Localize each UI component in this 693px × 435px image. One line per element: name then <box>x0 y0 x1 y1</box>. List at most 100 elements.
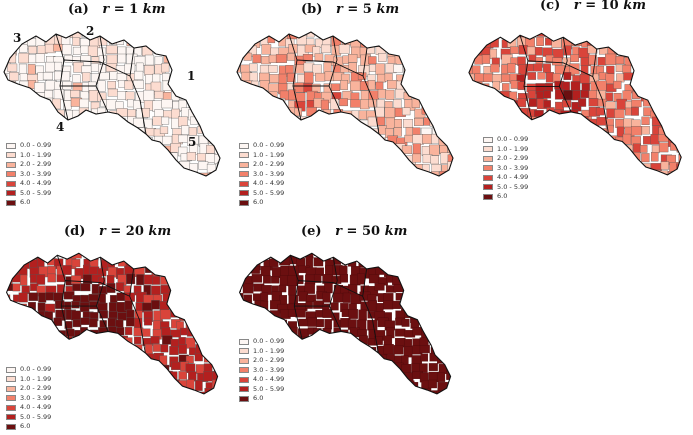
municipality-cell <box>216 37 220 47</box>
municipality-cell <box>287 53 295 61</box>
municipality-cell <box>126 380 136 390</box>
municipality-cell <box>446 267 451 276</box>
legend-swatch <box>6 161 16 168</box>
municipality-cell <box>27 308 35 317</box>
municipality-cell <box>580 152 588 163</box>
region-outline <box>3 31 221 177</box>
municipality-cell <box>285 65 294 74</box>
municipality-cell <box>212 398 221 408</box>
municipality-cell <box>323 335 333 346</box>
campania-map-e <box>238 252 463 408</box>
municipality-cell <box>98 365 109 376</box>
municipality-cell <box>73 169 85 176</box>
municipality-cell <box>659 89 670 99</box>
municipality-cell <box>99 173 109 176</box>
municipality-cell <box>641 153 650 163</box>
municipality-cell <box>384 36 396 45</box>
municipality-cell <box>56 391 64 394</box>
municipality-cell <box>449 172 453 176</box>
municipality-cell <box>314 145 324 153</box>
municipality-cell <box>423 83 432 94</box>
municipality-cell <box>393 64 403 73</box>
municipality-cell <box>151 258 162 269</box>
municipality-cell <box>330 302 339 311</box>
municipality-cell <box>63 32 74 38</box>
municipality-cell <box>251 253 260 256</box>
municipality-cell <box>287 72 296 83</box>
municipality-cell <box>304 155 315 167</box>
municipality-cell <box>62 370 74 379</box>
municipality-cell <box>116 108 128 117</box>
municipality-cell <box>214 311 218 320</box>
municipality-cell <box>439 319 450 330</box>
municipality-cell <box>205 256 213 265</box>
legend-label: 5.0 - 5.99 <box>20 412 52 421</box>
municipality-cell <box>404 398 411 408</box>
municipality-cell <box>454 301 463 308</box>
municipality-cell <box>252 89 264 98</box>
municipality-cell <box>392 253 403 259</box>
municipality-cell <box>667 118 679 129</box>
municipality-cell <box>4 108 13 118</box>
municipality-cell <box>330 382 342 392</box>
municipality-cell <box>237 32 239 39</box>
radius-value: = 50 <box>346 224 381 239</box>
municipality-cell <box>368 99 377 108</box>
municipality-cell <box>579 178 590 189</box>
municipality-cell <box>196 265 205 277</box>
municipality-cell <box>295 372 304 381</box>
municipality-cell <box>393 155 404 165</box>
municipality-cell <box>47 353 58 364</box>
municipality-cell <box>35 101 46 111</box>
municipality-cell <box>651 45 663 56</box>
municipality-cell <box>438 72 450 82</box>
municipality-cell <box>242 35 251 46</box>
municipality-cell <box>623 152 634 161</box>
municipality-cell <box>481 101 493 110</box>
municipality-cell <box>375 106 385 119</box>
municipality-cell <box>142 400 150 409</box>
municipality-cell <box>224 74 232 82</box>
municipality-cell <box>358 170 368 176</box>
municipality-cell <box>88 146 97 155</box>
municipality-cell <box>668 54 676 63</box>
municipality-cell <box>179 267 188 277</box>
municipality-cell <box>675 46 682 57</box>
municipality-cell <box>79 301 90 313</box>
municipality-cell <box>449 137 453 149</box>
municipality-cell <box>676 178 685 189</box>
map-panel-d: (d) r = 20 km 0.0 - 0.99 1.0 - 1.99 2.0 - … <box>0 222 232 435</box>
municipality-cell <box>396 183 407 192</box>
municipality-cell <box>224 295 232 305</box>
municipality-cell <box>208 116 218 125</box>
legend-label: 5.0 - 5.99 <box>253 188 285 197</box>
municipality-cell <box>72 319 82 328</box>
municipality-cell <box>439 277 449 288</box>
municipality-cell <box>339 370 350 379</box>
legend-item: 4.0 - 4.99 <box>239 179 284 189</box>
municipality-cell <box>436 285 447 297</box>
municipality-cell <box>490 38 499 48</box>
municipality-cell <box>107 162 116 173</box>
municipality-cell <box>367 319 378 331</box>
municipality-cell <box>154 172 163 176</box>
municipality-cell <box>160 172 170 176</box>
municipality-cell <box>560 136 572 148</box>
municipality-cell <box>213 347 218 356</box>
municipality-cell <box>431 164 442 173</box>
province-boundary <box>519 35 533 120</box>
municipality-cell <box>143 317 153 326</box>
municipality-cell <box>160 257 171 267</box>
municipality-cell <box>474 38 483 49</box>
municipality-cell <box>562 117 573 128</box>
municipality-cell <box>171 293 182 304</box>
legend-label: 6.0 <box>253 198 264 206</box>
municipality-cell <box>659 46 669 58</box>
municipality-cell <box>430 253 441 259</box>
municipality-cell <box>221 286 231 293</box>
municipality-cell <box>414 80 423 89</box>
municipality-cell <box>545 172 555 175</box>
municipality-cell <box>597 37 605 47</box>
municipality-cell <box>649 72 660 83</box>
municipality-cell <box>116 327 125 336</box>
